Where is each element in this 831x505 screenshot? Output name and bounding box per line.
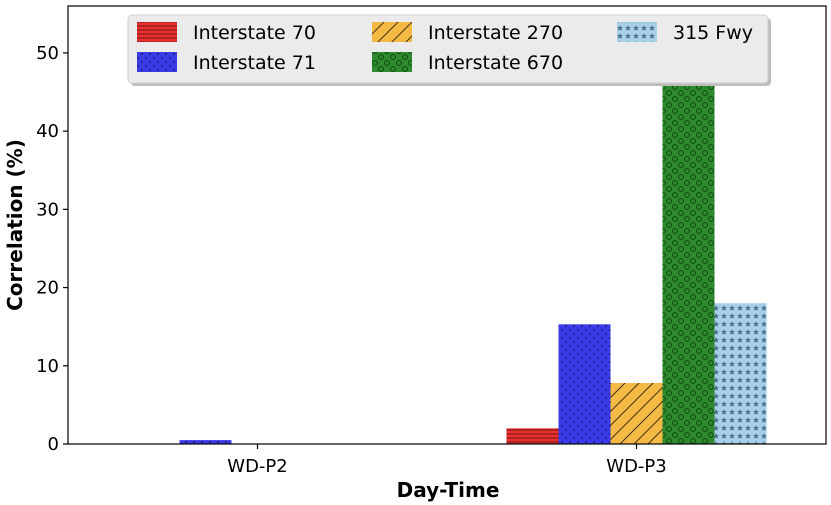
y-tick-label: 10 [36,356,59,377]
x-tick-label: WD-P2 [227,456,287,477]
axes: 0 10 20 30 40 50 WD-P2 WD-P3 [36,5,827,477]
legend-label: Interstate 70 [193,22,316,44]
x-tick-label: WD-P3 [606,456,666,477]
legend-label: Interstate 670 [428,52,563,74]
legend: Interstate 70 Interstate 71 Interstate 270… [127,14,771,86]
bar-interstate-270-wd-p3 [610,382,663,444]
y-axis-title: Correlation (%) [3,139,27,311]
legend-swatch [617,22,657,42]
legend-box [127,14,769,84]
y-tick-label: 0 [48,434,59,455]
y-tick-label: 50 [36,43,59,64]
y-tick-label: 20 [36,278,59,299]
bars [179,84,767,444]
legend-swatch [137,22,177,42]
legend-label: Interstate 71 [193,52,316,74]
y-tick-label: 40 [36,121,59,142]
bar-interstate-670-wd-p3 [662,84,715,444]
y-tick-label: 30 [36,199,59,220]
legend-label: Interstate 270 [428,22,563,44]
legend-label: 315 Fwy [673,22,753,44]
bar-interstate-71-wd-p2 [179,440,232,444]
x-axis-title: Day-Time [397,478,500,502]
legend-swatch [137,52,177,72]
bar-interstate-70-wd-p3 [506,428,559,444]
legend-swatch [372,52,412,72]
axes-frame [67,5,827,445]
bar-interstate-71-wd-p3 [558,324,611,444]
legend-swatch [372,22,412,42]
bar-315-fwy-wd-p3 [714,303,767,444]
